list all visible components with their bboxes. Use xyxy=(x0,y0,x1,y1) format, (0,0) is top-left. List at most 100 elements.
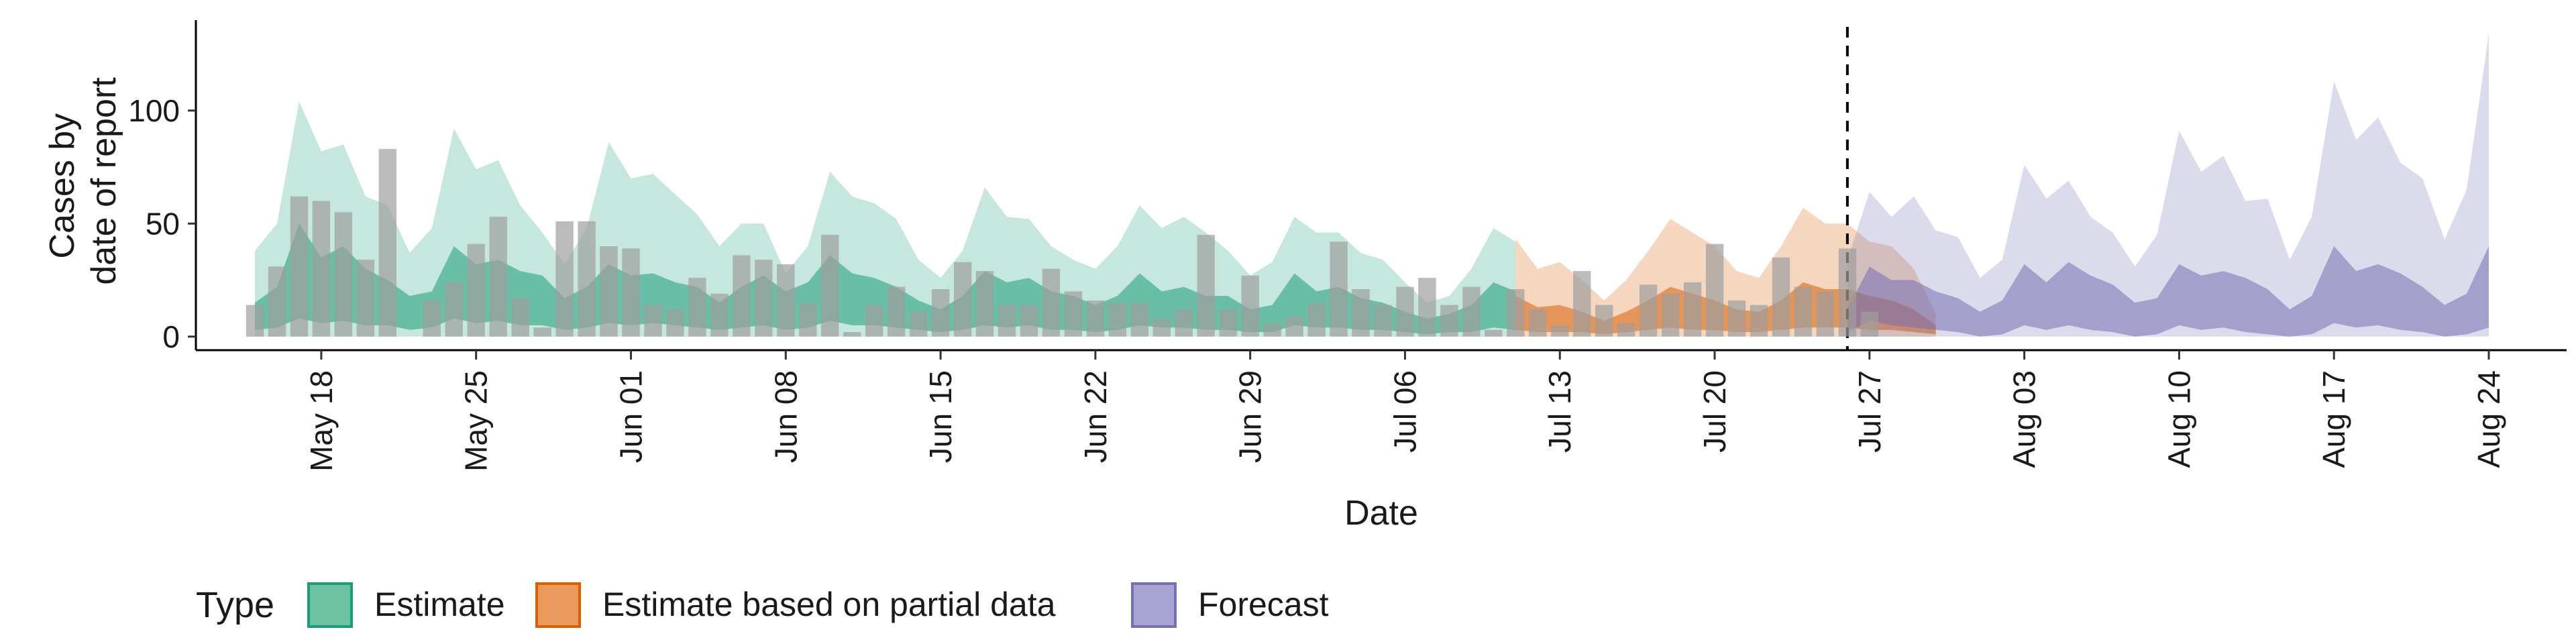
reported-cases-bar xyxy=(644,305,662,337)
reported-cases-bar xyxy=(1418,278,1436,337)
reported-cases-bar xyxy=(1705,244,1724,337)
x-tick-label: Jul 06 xyxy=(1388,370,1423,453)
legend-label-forecast: Forecast xyxy=(1198,586,1329,623)
reported-cases-bar xyxy=(1529,309,1547,337)
reported-cases-bar xyxy=(555,221,574,337)
x-tick-label: Aug 03 xyxy=(2007,370,2042,468)
reported-cases-bar xyxy=(755,260,773,337)
reported-cases-bar xyxy=(1064,291,1083,337)
reported-cases-bar xyxy=(998,305,1016,337)
reported-cases-bar xyxy=(1352,289,1370,337)
legend-label-estimate: Estimate xyxy=(374,586,505,623)
y-axis-title-line-1: Cases by xyxy=(43,113,82,259)
reported-cases-bar xyxy=(378,149,396,337)
x-tick-label: Aug 24 xyxy=(2471,370,2506,468)
reported-cases-bar xyxy=(246,305,264,337)
reported-cases-bar xyxy=(423,300,441,337)
reported-cases-bar xyxy=(622,248,640,337)
legend-key-estimate xyxy=(307,582,353,628)
x-tick-label: Jun 01 xyxy=(614,370,649,463)
reported-cases-bar xyxy=(1617,323,1635,337)
reported-cases-bar xyxy=(888,286,906,337)
reported-cases-bar xyxy=(710,293,729,337)
reported-cases-bar xyxy=(1086,300,1105,337)
reported-cases-bar xyxy=(1152,318,1171,337)
reported-cases-bar xyxy=(865,305,883,337)
x-tick-label: Jul 13 xyxy=(1542,370,1577,453)
reported-cases-bar xyxy=(1816,291,1835,337)
reported-cases-bar xyxy=(799,303,817,337)
reported-cases-bar xyxy=(312,201,331,337)
legend-key-forecast xyxy=(1131,582,1177,628)
reported-cases-bar xyxy=(445,282,463,337)
x-ticks: May 18 May 25 Jun 01 Jun 08 Jun 15 Jun 22 Jun … xyxy=(304,350,2506,472)
reported-cases-bar xyxy=(843,332,861,337)
reported-cases-bar xyxy=(1507,289,1525,337)
reported-cases-bar xyxy=(1263,323,1281,337)
reported-cases-bar xyxy=(1108,303,1127,337)
reported-cases-bar xyxy=(1374,305,1392,337)
reported-cases-bar xyxy=(733,255,751,337)
x-tick-label: Aug 10 xyxy=(2161,370,2196,468)
reported-cases-bar xyxy=(356,260,375,337)
y-ticks: 0 50 100 xyxy=(128,93,196,354)
reported-cases-bar xyxy=(953,262,972,337)
x-tick-label: May 25 xyxy=(459,370,494,472)
reported-cases-bar xyxy=(1485,329,1503,337)
reported-cases-bar xyxy=(1573,271,1591,337)
reported-cases-bar xyxy=(1440,305,1458,337)
x-tick-label: Jul 27 xyxy=(1852,370,1887,453)
reported-cases-bar xyxy=(1020,305,1038,337)
reported-cases-bar xyxy=(1396,286,1414,337)
legend-label-partial: Estimate based on partial data xyxy=(602,586,1056,623)
reported-cases-bar xyxy=(489,217,507,337)
reported-cases-bar xyxy=(511,298,529,337)
reported-cases-bar xyxy=(1462,286,1481,337)
reported-cases-bar xyxy=(1772,257,1790,337)
y-tick-label: 0 xyxy=(162,319,180,354)
reported-cases-bar xyxy=(1175,309,1193,337)
reported-cases-bar xyxy=(1330,241,1348,337)
reported-cases-bar xyxy=(909,311,928,337)
reported-cases-bar xyxy=(1197,235,1215,337)
reported-cases-bar xyxy=(1307,303,1326,337)
reported-cases-bar xyxy=(821,235,839,337)
reported-cases-bar xyxy=(1838,248,1857,337)
x-tick-label: May 18 xyxy=(304,370,339,472)
reported-cases-bar xyxy=(931,289,950,337)
x-tick-label: Jun 22 xyxy=(1078,370,1113,463)
axes xyxy=(195,20,2567,352)
reported-cases-bar xyxy=(975,271,994,337)
reported-cases-bar xyxy=(1130,303,1148,337)
reported-cases-bar xyxy=(1750,305,1768,337)
reported-cases-bar xyxy=(533,327,551,337)
reported-cases-bar xyxy=(666,309,684,337)
reported-cases-bar xyxy=(1639,284,1658,337)
legend-title: Type xyxy=(196,585,274,625)
y-tick-label: 100 xyxy=(128,93,180,128)
reported-cases-bar xyxy=(1661,293,1680,337)
legend: Type Estimate Estimate based on partial … xyxy=(196,582,1329,628)
reported-cases-bar xyxy=(1595,305,1613,337)
legend-key-partial xyxy=(535,582,581,628)
reported-cases-bar xyxy=(1794,286,1813,337)
x-tick-label: Jun 08 xyxy=(768,370,803,463)
reported-cases-bar xyxy=(1551,325,1569,337)
reported-cases-bar xyxy=(578,221,596,337)
reported-cases-bar xyxy=(268,266,286,337)
reported-cases-bar xyxy=(1042,268,1061,337)
x-tick-label: Jul 20 xyxy=(1697,370,1732,453)
y-tick-label: 50 xyxy=(146,206,180,241)
reported-cases-bars xyxy=(246,149,1878,337)
x-tick-label: Aug 17 xyxy=(2316,370,2351,468)
reported-cases-bar xyxy=(1860,311,1878,337)
y-axis-title-line-2: date of report xyxy=(85,77,123,285)
reported-cases-bar xyxy=(290,196,309,337)
x-tick-label: Jun 15 xyxy=(923,370,958,463)
reported-cases-bar xyxy=(777,264,795,337)
y-axis-title: Cases by date of report xyxy=(43,77,123,285)
x-tick-label: Jun 29 xyxy=(1233,370,1268,463)
reported-cases-bar xyxy=(1727,300,1746,337)
reported-cases-bar xyxy=(1241,275,1259,337)
